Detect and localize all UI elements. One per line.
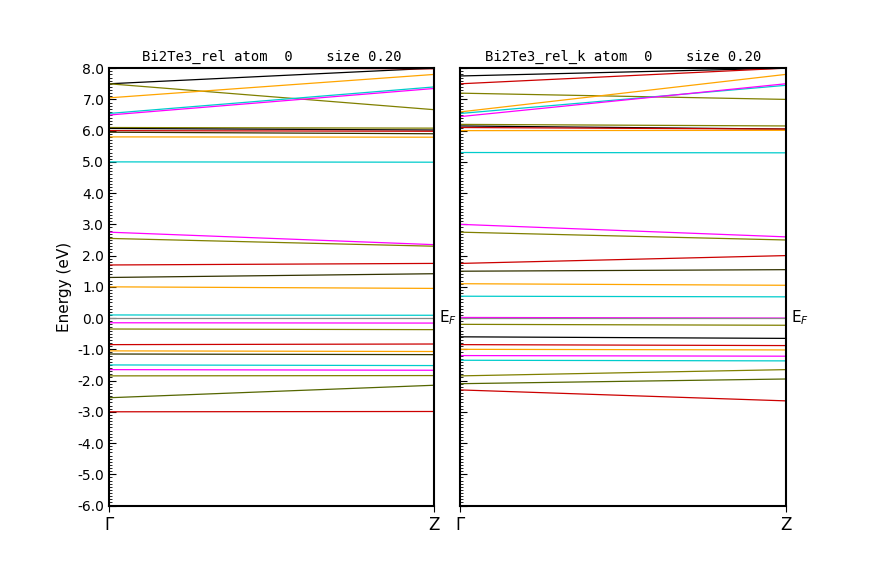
Y-axis label: Energy (eV): Energy (eV)	[57, 242, 72, 332]
Text: E$_F$: E$_F$	[439, 309, 457, 327]
Title: Bi2Te3_rel atom  0    size 0.20: Bi2Te3_rel atom 0 size 0.20	[142, 50, 402, 64]
Text: E$_F$: E$_F$	[791, 309, 808, 327]
Title: Bi2Te3_rel_k atom  0    size 0.20: Bi2Te3_rel_k atom 0 size 0.20	[485, 50, 761, 64]
